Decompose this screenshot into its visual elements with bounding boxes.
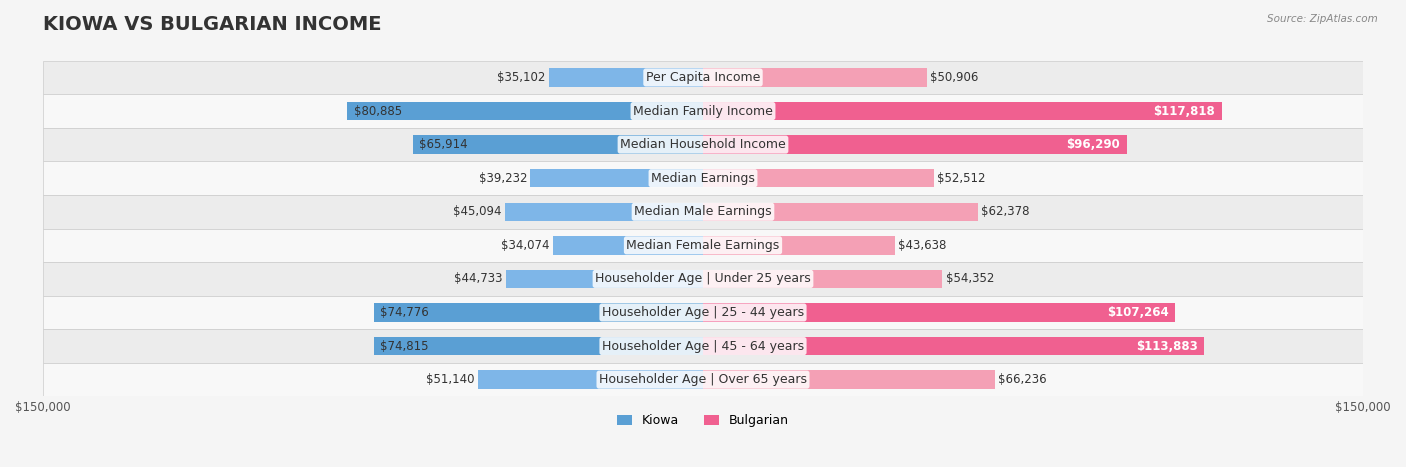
Text: Median Female Earnings: Median Female Earnings bbox=[627, 239, 779, 252]
Bar bbox=[42, 162, 1364, 195]
Bar bbox=[548, 68, 703, 87]
Bar bbox=[42, 61, 1364, 94]
Bar bbox=[42, 195, 1364, 228]
Text: $51,140: $51,140 bbox=[426, 373, 475, 386]
Text: $52,512: $52,512 bbox=[938, 172, 986, 184]
Text: $43,638: $43,638 bbox=[898, 239, 946, 252]
Bar bbox=[42, 363, 1364, 396]
Bar bbox=[374, 337, 703, 355]
Text: $34,074: $34,074 bbox=[501, 239, 550, 252]
Bar bbox=[42, 262, 1364, 296]
Bar bbox=[42, 296, 1364, 329]
Text: Median Family Income: Median Family Income bbox=[633, 105, 773, 118]
Text: Householder Age | 45 - 64 years: Householder Age | 45 - 64 years bbox=[602, 340, 804, 353]
Bar bbox=[703, 370, 994, 389]
Text: Householder Age | 25 - 44 years: Householder Age | 25 - 44 years bbox=[602, 306, 804, 319]
Bar bbox=[413, 135, 703, 154]
Text: Median Male Earnings: Median Male Earnings bbox=[634, 205, 772, 218]
Bar bbox=[374, 303, 703, 322]
Bar bbox=[703, 303, 1175, 322]
Bar bbox=[703, 68, 927, 87]
Bar bbox=[703, 236, 896, 255]
Bar bbox=[703, 337, 1204, 355]
Text: $107,264: $107,264 bbox=[1107, 306, 1168, 319]
Text: Source: ZipAtlas.com: Source: ZipAtlas.com bbox=[1267, 14, 1378, 24]
Bar bbox=[42, 329, 1364, 363]
Text: $39,232: $39,232 bbox=[478, 172, 527, 184]
Text: $66,236: $66,236 bbox=[998, 373, 1046, 386]
Bar bbox=[703, 269, 942, 288]
Text: $62,378: $62,378 bbox=[981, 205, 1029, 218]
Text: $74,776: $74,776 bbox=[381, 306, 429, 319]
Text: Per Capita Income: Per Capita Income bbox=[645, 71, 761, 84]
Bar bbox=[553, 236, 703, 255]
Text: $45,094: $45,094 bbox=[453, 205, 501, 218]
Bar bbox=[347, 102, 703, 120]
Text: $96,290: $96,290 bbox=[1066, 138, 1121, 151]
Bar bbox=[505, 203, 703, 221]
Text: Median Earnings: Median Earnings bbox=[651, 172, 755, 184]
Bar bbox=[42, 128, 1364, 162]
Bar bbox=[703, 169, 934, 187]
Legend: Kiowa, Bulgarian: Kiowa, Bulgarian bbox=[612, 410, 794, 432]
Bar bbox=[703, 135, 1126, 154]
Bar bbox=[42, 228, 1364, 262]
Text: $54,352: $54,352 bbox=[945, 272, 994, 285]
Text: $113,883: $113,883 bbox=[1136, 340, 1198, 353]
Text: $35,102: $35,102 bbox=[496, 71, 546, 84]
Bar bbox=[703, 203, 977, 221]
Text: $80,885: $80,885 bbox=[353, 105, 402, 118]
Text: $74,815: $74,815 bbox=[380, 340, 429, 353]
Text: KIOWA VS BULGARIAN INCOME: KIOWA VS BULGARIAN INCOME bbox=[42, 15, 381, 34]
Text: $50,906: $50,906 bbox=[931, 71, 979, 84]
Bar bbox=[506, 269, 703, 288]
Bar bbox=[530, 169, 703, 187]
Text: $65,914: $65,914 bbox=[419, 138, 468, 151]
Text: $44,733: $44,733 bbox=[454, 272, 503, 285]
Text: Householder Age | Over 65 years: Householder Age | Over 65 years bbox=[599, 373, 807, 386]
Text: $117,818: $117,818 bbox=[1153, 105, 1215, 118]
Text: Median Household Income: Median Household Income bbox=[620, 138, 786, 151]
Text: Householder Age | Under 25 years: Householder Age | Under 25 years bbox=[595, 272, 811, 285]
Bar bbox=[42, 94, 1364, 128]
Bar bbox=[478, 370, 703, 389]
Bar bbox=[703, 102, 1222, 120]
